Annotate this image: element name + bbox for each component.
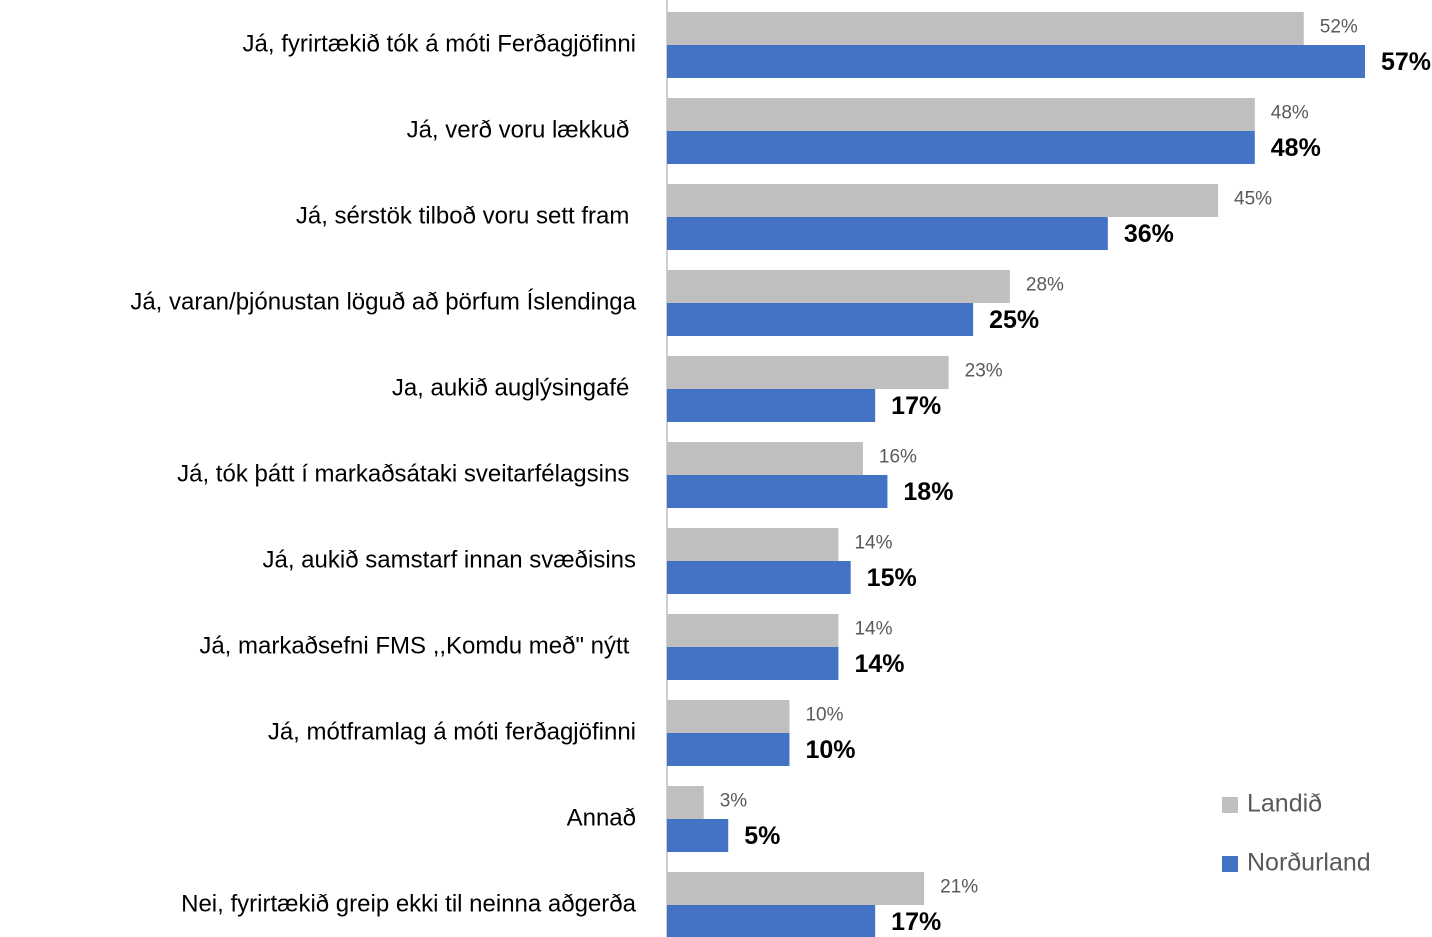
bar (667, 442, 863, 475)
bar (667, 561, 851, 594)
bar (667, 131, 1255, 164)
bar (667, 733, 790, 766)
bar (667, 528, 839, 561)
bar (667, 872, 925, 905)
category-label: Já, tók þátt í markaðsátaki sveitarfélag… (177, 460, 636, 487)
category-label: Ja, aukið auglýsingafé (392, 374, 636, 401)
bar (667, 614, 839, 647)
bar (667, 389, 876, 422)
category-label: Já, aukið samstarf innan svæðisins (263, 546, 637, 573)
value-label: 48% (1271, 134, 1321, 162)
category-label: Annað (567, 804, 636, 831)
value-label: 28% (1026, 275, 1064, 296)
bar (667, 475, 888, 508)
bar (667, 217, 1108, 250)
category-label: Já, varan/þjónustan löguð að þörfum Ísle… (130, 288, 636, 315)
bar (667, 98, 1255, 131)
bar (667, 647, 839, 680)
category-label: Já, markaðsefni FMS ,,Komdu með" nýtt (199, 632, 636, 659)
bar (667, 700, 790, 733)
value-label: 52% (1320, 17, 1358, 38)
category-label: Já, verð voru lækkuð (407, 116, 636, 143)
value-label: 10% (805, 736, 855, 764)
value-label: 36% (1124, 220, 1174, 248)
bar (667, 12, 1304, 45)
value-label: 3% (720, 791, 748, 812)
value-label: 17% (891, 392, 941, 420)
bar (667, 819, 729, 852)
legend-swatch (1222, 797, 1238, 813)
category-label: Já, fyrirtækið tók á móti Ferðagjöfinni (243, 30, 636, 57)
legend-swatch (1222, 856, 1238, 872)
bar (667, 786, 704, 819)
value-label: 10% (805, 705, 843, 726)
legend-label: Norðurland (1247, 849, 1371, 877)
bar (667, 303, 974, 336)
bar (667, 184, 1219, 217)
value-label: 16% (879, 447, 917, 468)
legend-label: Landið (1247, 790, 1322, 818)
value-label: 14% (854, 650, 904, 678)
value-label: 21% (940, 877, 978, 898)
value-label: 5% (744, 822, 780, 850)
value-label: 57% (1381, 48, 1431, 76)
value-label: 23% (965, 361, 1003, 382)
value-label: 15% (867, 564, 917, 592)
category-label: Já, mótframlag á móti ferðagjöfinni (268, 718, 636, 745)
value-label: 48% (1271, 103, 1309, 124)
bar (667, 905, 876, 937)
value-label: 25% (989, 306, 1039, 334)
value-label: 14% (854, 533, 892, 554)
category-label: Já, sérstök tilboð voru sett fram (296, 202, 636, 229)
value-label: 17% (891, 908, 941, 936)
bar (667, 356, 949, 389)
value-label: 45% (1234, 189, 1272, 210)
value-label: 14% (854, 619, 892, 640)
bar (667, 45, 1365, 78)
bar (667, 270, 1010, 303)
value-label: 18% (903, 478, 953, 506)
category-label: Nei, fyrirtækið greip ekki til neinna að… (181, 890, 637, 917)
